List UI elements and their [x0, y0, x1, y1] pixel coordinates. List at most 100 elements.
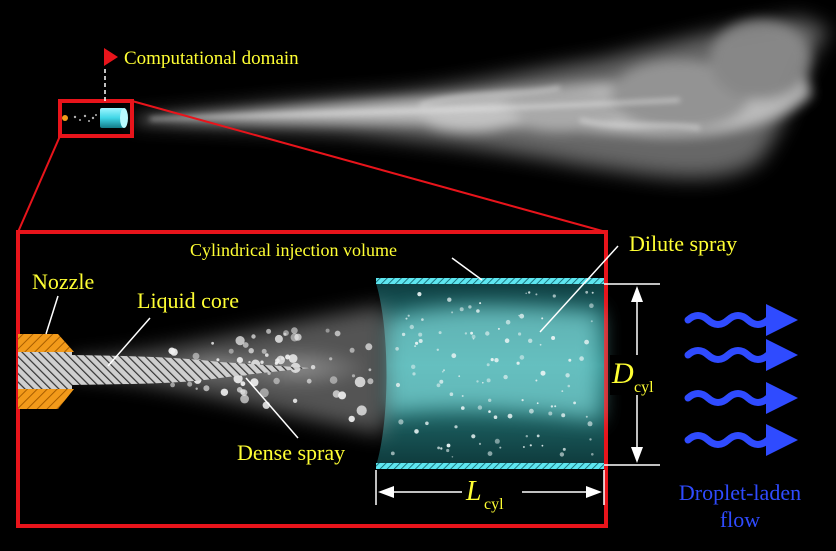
droplet	[589, 303, 594, 309]
droplet	[561, 390, 564, 392]
wavy-arrow-icon	[684, 304, 798, 336]
liquid-core-label: Liquid core	[137, 288, 239, 313]
droplet	[348, 415, 355, 423]
dilute-spray-label: Dilute spray	[629, 231, 737, 256]
droplet	[417, 292, 422, 297]
droplet	[503, 374, 508, 380]
droplet	[451, 353, 457, 359]
nozzle-label: Nozzle	[32, 269, 94, 294]
droplet	[494, 438, 500, 444]
droplet	[478, 442, 482, 445]
droplet	[412, 372, 416, 376]
droplet	[458, 375, 461, 378]
droplet	[220, 388, 229, 396]
droplet	[499, 446, 502, 449]
wavy-arrow-icon	[684, 339, 798, 371]
droplet	[468, 305, 472, 309]
droplet	[325, 328, 330, 333]
droplet	[291, 327, 298, 334]
droplet	[529, 408, 534, 414]
droplet	[236, 357, 243, 364]
droplet	[411, 364, 416, 369]
droplet	[405, 317, 408, 320]
droplet	[436, 383, 441, 388]
droplet	[529, 444, 532, 447]
droplet	[441, 370, 444, 373]
droplet	[522, 446, 525, 448]
droplet	[261, 348, 267, 354]
diameter-dimension: D cyl	[604, 283, 668, 466]
droplet	[497, 327, 500, 330]
droplet	[395, 382, 401, 388]
droplet	[554, 405, 557, 408]
droplet	[211, 341, 215, 345]
droplet	[266, 328, 272, 334]
droplet	[488, 410, 491, 413]
length-dimension: L cyl	[375, 470, 605, 513]
droplet	[407, 314, 410, 317]
droplet	[443, 369, 445, 372]
droplet	[505, 319, 511, 325]
droplet	[561, 413, 566, 418]
droplet	[195, 387, 198, 390]
droplet	[548, 411, 553, 416]
droplet	[552, 294, 556, 298]
droplet	[439, 379, 444, 384]
droplet	[239, 389, 246, 395]
droplet	[414, 429, 419, 434]
droplet	[365, 343, 373, 351]
droplet	[486, 363, 490, 367]
droplet	[525, 292, 527, 295]
droplet	[585, 415, 588, 418]
droplet	[471, 434, 476, 439]
droplet	[349, 347, 355, 353]
diameter-subscript: cyl	[634, 379, 654, 396]
droplet	[540, 370, 546, 376]
droplet	[507, 413, 513, 419]
dense-spray-leader	[245, 377, 299, 439]
droplet	[488, 398, 492, 402]
droplet	[395, 347, 399, 351]
injection-volume-label: Cylindrical injection volume	[190, 240, 397, 260]
droplet	[233, 374, 243, 384]
inset-frame	[58, 99, 134, 138]
nozzle-leader	[45, 295, 59, 335]
droplet	[536, 434, 540, 438]
droplet	[518, 332, 522, 336]
droplet	[568, 358, 572, 362]
droplet	[477, 405, 483, 410]
droplet	[438, 331, 442, 335]
droplet	[451, 311, 454, 314]
droplet	[260, 360, 264, 364]
droplet	[390, 451, 395, 456]
droplet	[288, 354, 298, 363]
droplet	[216, 358, 220, 362]
flow-label-line2: flow	[720, 507, 760, 532]
droplet	[187, 381, 193, 387]
droplet	[551, 336, 556, 340]
droplet	[356, 405, 367, 416]
length-subscript: cyl	[484, 496, 504, 513]
droplet	[265, 353, 269, 357]
droplet	[436, 348, 439, 351]
droplet	[440, 447, 443, 450]
droplet	[587, 421, 593, 427]
droplet	[479, 302, 482, 305]
droplet	[591, 291, 594, 294]
droplet	[248, 360, 251, 364]
droplet	[398, 419, 404, 425]
droplet	[490, 358, 494, 362]
droplet	[446, 448, 450, 453]
zoom-line-left	[17, 135, 61, 233]
wavy-arrow-icon	[684, 424, 798, 456]
droplet	[240, 389, 248, 396]
liquid-core-shape	[72, 355, 310, 385]
droplet	[437, 446, 440, 450]
droplet	[504, 338, 510, 344]
droplet	[329, 357, 333, 361]
dense-spray-label: Dense spray	[237, 440, 345, 465]
droplet	[168, 347, 176, 355]
droplet	[541, 444, 544, 447]
droplet	[283, 332, 287, 336]
mini-spray	[73, 114, 97, 122]
